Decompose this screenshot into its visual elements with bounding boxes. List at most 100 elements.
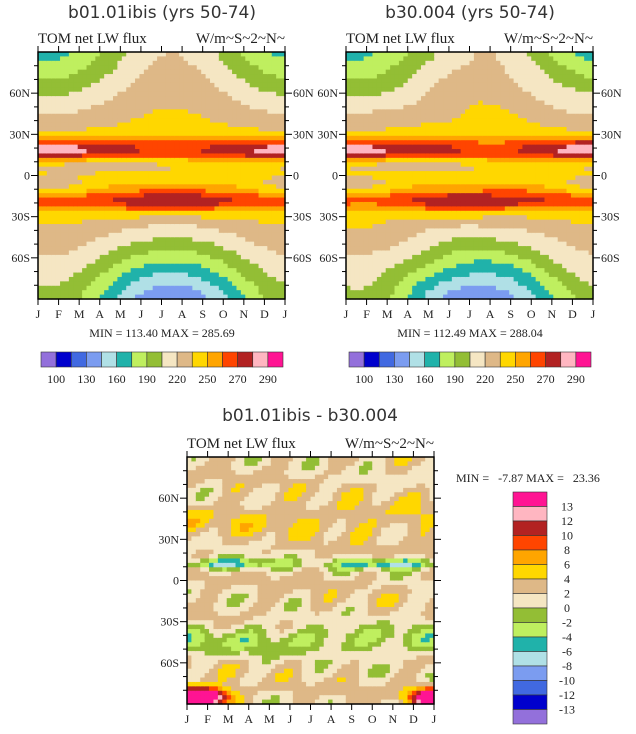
contour-cell: [456, 96, 461, 101]
contour-cell: [381, 290, 386, 295]
contour-cell: [192, 92, 197, 97]
contour-cell: [364, 224, 369, 229]
contour-cell: [95, 277, 100, 282]
contour-cell: [478, 56, 483, 61]
contour-cell: [104, 56, 109, 61]
contour-cell: [144, 109, 149, 114]
contour-cell: [223, 70, 228, 75]
contour-cell: [131, 70, 136, 75]
contour-cell: [276, 202, 281, 207]
contour-cell: [372, 277, 377, 282]
contour-cell: [465, 246, 470, 251]
contour-cell: [372, 202, 377, 207]
contour-cell: [430, 198, 435, 203]
contour-cell: [447, 259, 452, 264]
contour-cell: [206, 180, 211, 185]
contour-cell: [157, 255, 162, 260]
contour-cell: [175, 70, 180, 75]
contour-cell: [47, 105, 52, 110]
contour-cell: [267, 145, 272, 150]
contour-cell: [197, 131, 202, 136]
contour-cell: [42, 123, 47, 128]
contour-cell: [232, 83, 237, 88]
contour-cell: [474, 224, 479, 229]
contour-cell: [470, 246, 475, 251]
contour-cell: [82, 92, 87, 97]
contour-cell: [390, 211, 395, 216]
contour-cell: [122, 198, 127, 203]
contour-cell: [461, 228, 466, 233]
contour-cell: [139, 87, 144, 92]
contour-cell: [386, 92, 391, 97]
contour-cell: [434, 92, 439, 97]
contour-cell: [447, 211, 452, 216]
x-tick-label: M: [74, 307, 85, 321]
contour-cell: [478, 233, 483, 238]
contour-cell: [395, 65, 400, 70]
contour-cell: [254, 277, 259, 282]
contour-cell: [69, 193, 74, 198]
contour-cell: [82, 131, 87, 136]
contour-cell: [241, 193, 246, 198]
contour-cell: [51, 189, 56, 194]
contour-cell: [452, 189, 457, 194]
contour-cell: [73, 52, 78, 57]
contour-cell: [64, 70, 69, 75]
contour-cell: [364, 220, 369, 225]
contour-cell: [372, 149, 377, 154]
contour-cell: [381, 211, 386, 216]
contour-cell: [210, 277, 215, 282]
contour-cell: [78, 281, 83, 286]
contour-cell: [259, 70, 264, 75]
contour-cell: [254, 65, 259, 70]
contour-cell: [135, 158, 140, 163]
contour-cell: [403, 176, 408, 181]
contour-cell: [139, 78, 144, 83]
contour-cell: [461, 286, 466, 291]
contour-cell: [153, 220, 158, 225]
contour-cell: [206, 131, 211, 136]
contour-cell: [430, 105, 435, 110]
contour-cell: [399, 162, 404, 167]
contour-cell: [104, 211, 109, 216]
contour-cell: [210, 101, 215, 106]
contour-cell: [91, 281, 96, 286]
contour-cell: [350, 193, 355, 198]
contour-cell: [465, 171, 470, 176]
contour-cell: [254, 250, 259, 255]
contour-cell: [113, 87, 118, 92]
contour-cell: [241, 171, 246, 176]
contour-cell: [368, 193, 373, 198]
contour-cell: [259, 65, 264, 70]
contour-cell: [364, 198, 369, 203]
contour-cell: [228, 290, 233, 295]
contour-cell: [100, 246, 105, 251]
contour-cell: [42, 246, 47, 251]
contour-cell: [91, 87, 96, 92]
contour-cell: [470, 118, 475, 123]
contour-cell: [417, 268, 422, 273]
contour-cell: [148, 220, 153, 225]
contour-cell: [425, 255, 430, 260]
contour-cell: [483, 56, 488, 61]
contour-cell: [267, 189, 272, 194]
contour-cell: [214, 65, 219, 70]
contour-cell: [408, 184, 413, 189]
contour-cell: [148, 286, 153, 291]
contour-cell: [82, 70, 87, 75]
contour-cell: [395, 123, 400, 128]
contour-cell: [197, 233, 202, 238]
contour-cell: [408, 233, 413, 238]
contour-cell: [412, 259, 417, 264]
contour-cell: [232, 171, 237, 176]
contour-cell: [188, 52, 193, 57]
contour-cell: [206, 224, 211, 229]
contour-cell: [131, 101, 136, 106]
contour-cell: [184, 56, 189, 61]
contour-cell: [386, 220, 391, 225]
contour-cell: [109, 149, 114, 154]
contour-cell: [73, 198, 78, 203]
contour-cell: [430, 101, 435, 106]
contour-cell: [131, 145, 136, 150]
contour-cell: [399, 281, 404, 286]
